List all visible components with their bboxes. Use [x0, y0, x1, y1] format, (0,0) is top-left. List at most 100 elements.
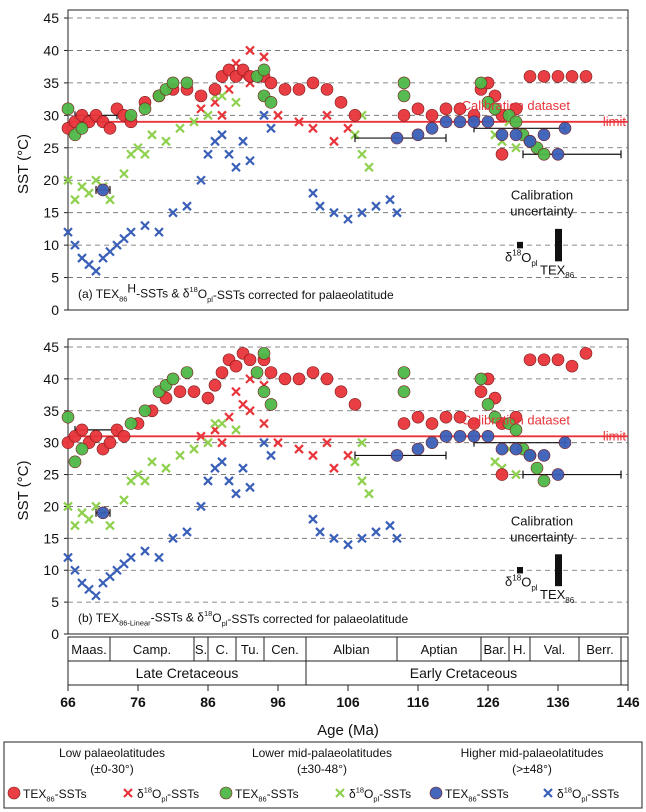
- stage-label: H.: [513, 642, 526, 657]
- data-point-circle: [488, 410, 502, 424]
- d18o-uncertainty-bar: [517, 241, 523, 249]
- cross-stroke: [98, 253, 108, 263]
- cross-stroke: [357, 533, 367, 544]
- data-point-circle: [257, 347, 271, 360]
- data-point-circle: [320, 83, 334, 96]
- data-point-circle: [397, 366, 411, 379]
- legend-frame: [3, 741, 643, 809]
- x-axis: 66 76 86 96 106 116 126 136 146 Age (Ma): [60, 685, 640, 739]
- data-point-cross: [308, 123, 318, 134]
- text-span: pl: [531, 584, 537, 593]
- data-point-circle: [250, 366, 264, 379]
- data-point-cross: [98, 253, 108, 263]
- y-tick-label: 20: [43, 172, 59, 188]
- cross-stroke: [371, 201, 381, 211]
- data-point-circle: [96, 506, 110, 520]
- cross-stroke: [147, 130, 157, 140]
- data-point-circle: [537, 474, 551, 488]
- cross-stroke: [315, 527, 325, 537]
- cross-stroke: [77, 253, 87, 263]
- cross-stroke: [490, 457, 500, 467]
- legend-group-title: Lower mid-palaeolatitudes: [252, 746, 392, 760]
- data-point-circle: [537, 128, 551, 142]
- data-point-cross: [231, 488, 241, 499]
- data-point-circle: [467, 417, 481, 430]
- cross-stroke: [77, 578, 87, 588]
- cross-stroke: [119, 495, 129, 505]
- data-point-cross: [147, 457, 157, 467]
- text-span: TEX: [235, 787, 258, 801]
- text-span: -SSTs & δ: [151, 611, 205, 625]
- cross-stroke: [70, 565, 80, 576]
- cross-stroke: [245, 482, 255, 493]
- data-point-cross: [238, 136, 248, 147]
- data-point-cross: [350, 457, 360, 467]
- cross-stroke: [77, 181, 87, 192]
- data-point-cross: [511, 142, 521, 153]
- cross-stroke: [343, 539, 353, 550]
- data-point-cross: [203, 437, 213, 448]
- y-tick-label: 45: [43, 339, 59, 355]
- plot-frame: [67, 338, 629, 635]
- data-point-circle: [166, 76, 180, 90]
- text-span: -SSTs corrected for palaeolatitude: [227, 612, 408, 626]
- data-point-circle: [474, 372, 488, 386]
- cross-stroke: [84, 514, 94, 524]
- data-point-circle: [187, 385, 201, 398]
- text-span: H: [127, 282, 136, 296]
- data-point-cross: [231, 97, 241, 108]
- cross-stroke: [371, 527, 381, 537]
- data-point-circle: [292, 372, 306, 386]
- data-point-cross: [217, 457, 227, 467]
- text-span: 18: [204, 609, 212, 618]
- text-span: 86-Linear: [119, 619, 151, 628]
- data-point-cross: [308, 188, 318, 198]
- data-point-circle: [348, 109, 362, 122]
- data-point-cross: [245, 155, 255, 166]
- data-point-cross: [210, 136, 220, 147]
- cross-stroke: [357, 476, 367, 486]
- data-point-circle: [264, 76, 278, 90]
- data-point-cross: [217, 110, 227, 121]
- data-point-cross: [77, 181, 87, 192]
- data-point-cross: [335, 788, 345, 798]
- cross-stroke: [245, 45, 255, 56]
- x-tick-label: 116: [407, 694, 430, 710]
- cross-stroke: [147, 457, 157, 467]
- data-point-cross: [343, 539, 353, 550]
- text-span: O: [521, 250, 531, 265]
- text-span: 18: [189, 285, 197, 294]
- cross-stroke: [357, 149, 367, 160]
- legend-d18o-entry: δ18Opl-SSTs: [557, 786, 619, 804]
- data-point-cross: [224, 476, 234, 486]
- data-point-cross: [245, 405, 255, 416]
- text-span: -SSTs: [55, 787, 87, 801]
- data-point-circle: [537, 147, 551, 161]
- data-point-cross: [119, 559, 129, 569]
- legend-tex-entry: TEX86-SSTs: [235, 787, 299, 804]
- panel-caption: (b) TEX86-Linear-SSTs & δ18Opl-SSTs corr…: [78, 609, 408, 628]
- uncertainty-title: uncertainty: [510, 204, 574, 219]
- data-point-circle: [551, 353, 565, 367]
- epoch-label: Late Cretaceous: [136, 665, 239, 681]
- cross-stroke: [133, 142, 143, 153]
- data-point-cross: [217, 130, 227, 140]
- data-point-circle: [523, 449, 537, 462]
- data-point-cross: [273, 437, 283, 448]
- cross-stroke: [126, 552, 136, 563]
- data-point-circle: [306, 76, 320, 90]
- data-point-cross: [245, 482, 255, 493]
- data-point-circle: [411, 410, 425, 424]
- tex-uncertainty-bar: [555, 554, 562, 587]
- text-span: TEX: [540, 262, 566, 277]
- text-span: 18: [512, 573, 521, 582]
- text-span: pl: [531, 259, 537, 268]
- cross-stroke: [91, 501, 101, 512]
- data-point-circle: [124, 417, 138, 430]
- geologic-timescale: Maas. Camp. S. C. Tu. Cen. Albian Aptian Bar. H. V…: [67, 636, 629, 686]
- calibration-label: Calibration dataset: [462, 98, 571, 113]
- text-span: 18: [144, 786, 152, 795]
- data-point-cross: [273, 110, 283, 121]
- data-point-cross: [77, 508, 87, 518]
- cross-stroke: [238, 399, 248, 410]
